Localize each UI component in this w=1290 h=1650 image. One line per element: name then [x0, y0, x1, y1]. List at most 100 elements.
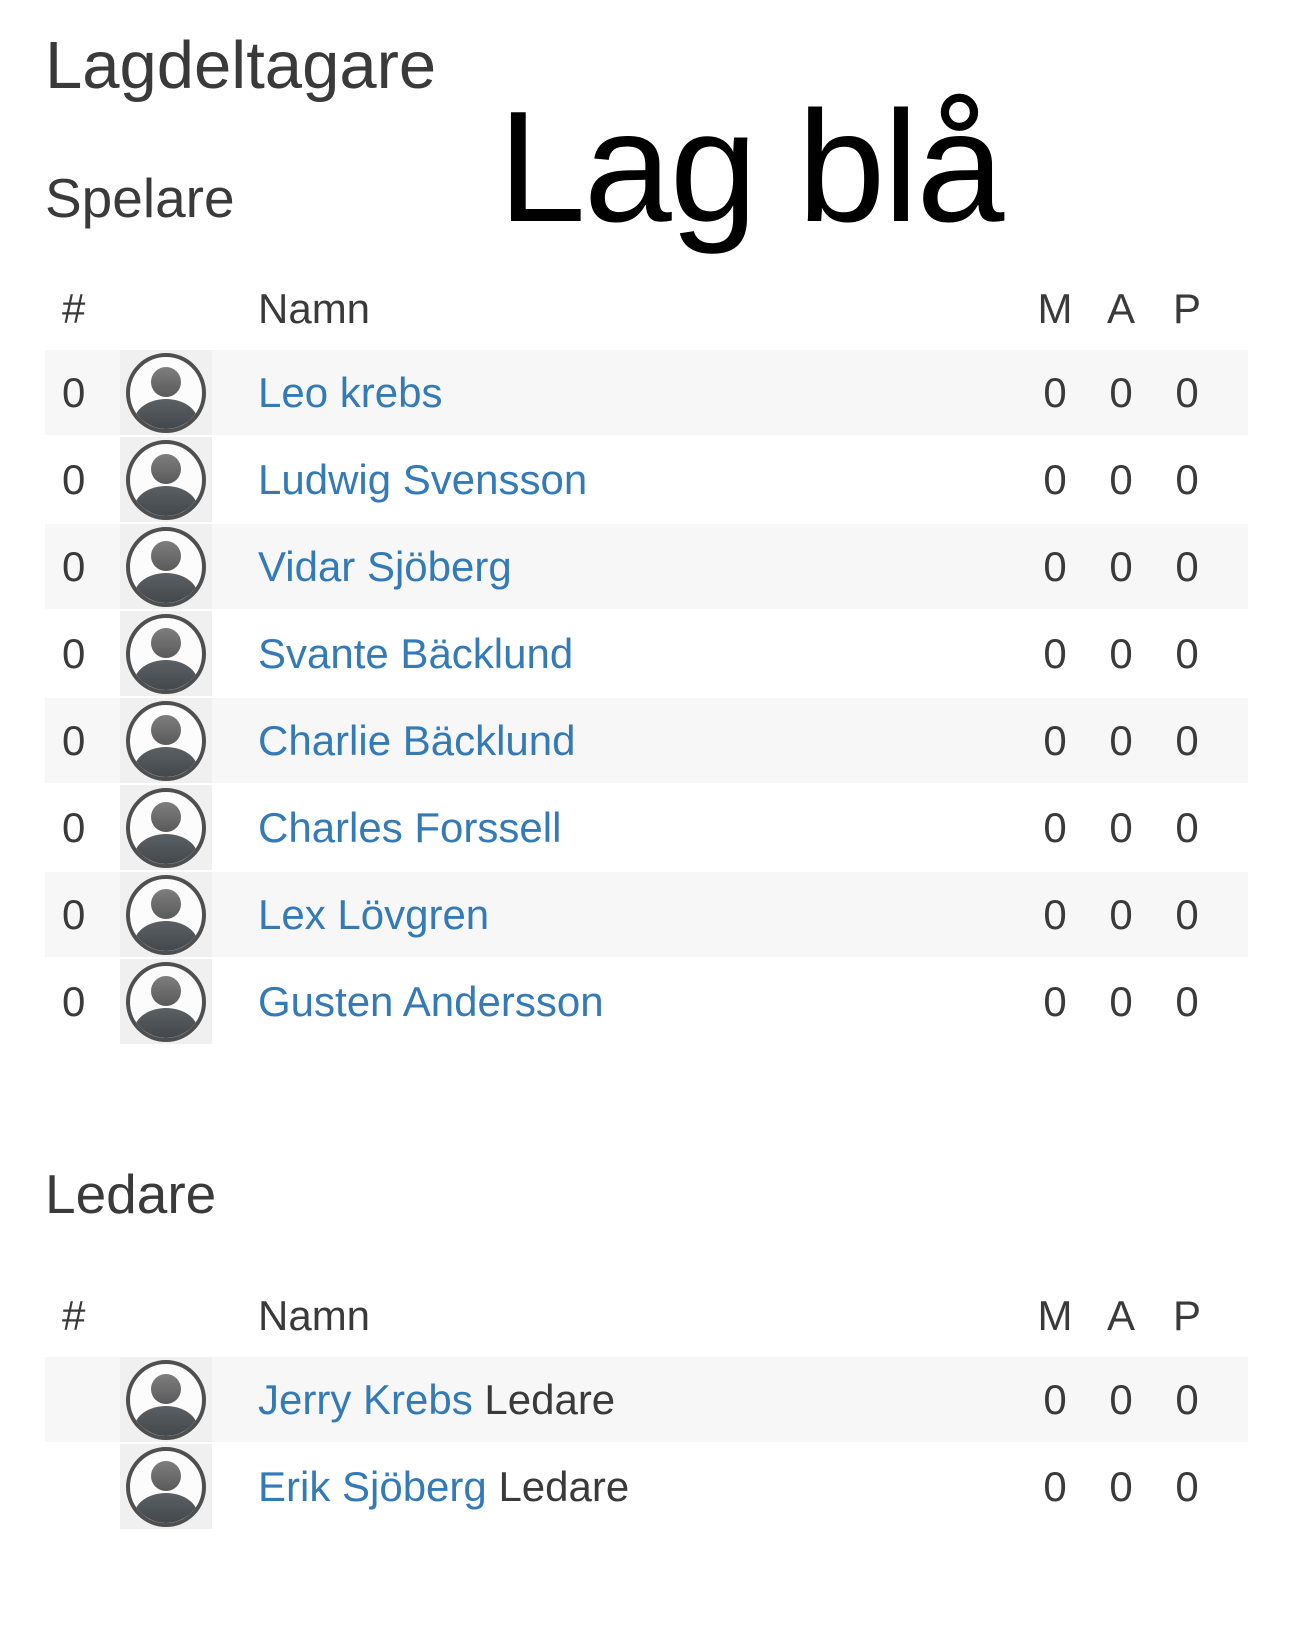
- player-row: 0 Charles Forssell 0 0 0: [45, 783, 1248, 870]
- player-name-link[interactable]: Leo krebs: [258, 368, 443, 416]
- stat-p: 0: [1175, 1462, 1199, 1510]
- column-header-avatar-spacer: [120, 1277, 212, 1355]
- player-name-link[interactable]: Lex Lövgren: [258, 890, 490, 938]
- column-header-p: P: [1172, 1292, 1201, 1339]
- avatar-cell: [120, 524, 212, 609]
- avatar-body-shape: [134, 485, 198, 516]
- stat-a: 0: [1109, 1462, 1133, 1510]
- stat-m: 0: [1043, 977, 1067, 1025]
- avatar-body-shape: [134, 659, 198, 690]
- stat-m: 0: [1043, 629, 1067, 677]
- player-name-cell: Vidar Sjöberg: [212, 543, 1022, 591]
- player-number: 0: [62, 890, 86, 938]
- person-circle-icon: [126, 1359, 206, 1440]
- players-table: # Namn M A P 0 Leo krebs 0 0 0 0 Ludwig …: [45, 270, 1248, 1044]
- player-name-cell: Charles Forssell: [212, 804, 1022, 852]
- player-number: 0: [62, 803, 86, 851]
- stat-m: 0: [1043, 1462, 1067, 1510]
- leader-role-label: Ledare: [484, 1375, 616, 1423]
- player-name-cell: Lex Lövgren: [212, 891, 1022, 939]
- person-circle-icon: [126, 613, 206, 694]
- player-row: 0 Leo krebs 0 0 0: [45, 348, 1248, 435]
- stat-m: 0: [1043, 368, 1067, 416]
- person-circle-icon: [126, 787, 206, 868]
- avatar-cell: [120, 611, 212, 696]
- column-header-p: P: [1172, 285, 1201, 332]
- leader-role-label: Ledare: [498, 1462, 630, 1510]
- avatar-body-shape: [134, 398, 198, 429]
- leader-row: Jerry Krebs Ledare 0 0 0: [45, 1355, 1248, 1442]
- avatar-cell: [120, 785, 212, 870]
- column-header-a: A: [1106, 285, 1135, 332]
- stat-p: 0: [1175, 890, 1199, 938]
- leader-name-cell: Jerry Krebs Ledare: [212, 1376, 1022, 1424]
- player-name-cell: Leo krebs: [212, 369, 1022, 417]
- leaders-section-heading: Ledare: [45, 1163, 217, 1225]
- player-number: 0: [62, 629, 86, 677]
- leader-row: Erik Sjöberg Ledare 0 0 0: [45, 1442, 1248, 1529]
- player-name-link[interactable]: Charlie Bäcklund: [258, 716, 576, 764]
- avatar-body-shape: [134, 833, 198, 864]
- player-number: 0: [62, 977, 86, 1025]
- avatar-cell: [120, 350, 212, 435]
- stat-m: 0: [1043, 890, 1067, 938]
- leaders-table: # Namn M A P Jerry Krebs Ledare 0 0 0: [45, 1277, 1248, 1529]
- player-number: 0: [62, 455, 86, 503]
- avatar-body-shape: [134, 920, 198, 951]
- person-circle-icon: [126, 961, 206, 1042]
- stat-a: 0: [1109, 629, 1133, 677]
- avatar-body-shape: [134, 1007, 198, 1038]
- avatar-head-shape: [151, 975, 181, 1006]
- stat-p: 0: [1175, 542, 1199, 590]
- person-circle-icon: [126, 874, 206, 955]
- avatar-body-shape: [134, 1492, 198, 1523]
- column-header-number: #: [62, 1292, 86, 1339]
- player-name-link[interactable]: Gusten Andersson: [258, 977, 604, 1025]
- avatar-body-shape: [134, 1405, 198, 1436]
- avatar-head-shape: [151, 366, 181, 397]
- avatar-cell: [120, 1357, 212, 1442]
- leader-name-link[interactable]: Jerry Krebs: [258, 1375, 473, 1423]
- team-title: Lag blå: [498, 79, 1004, 255]
- players-table-header: # Namn M A P: [45, 270, 1248, 348]
- column-header-name: Namn: [258, 1292, 371, 1339]
- avatar-head-shape: [151, 627, 181, 658]
- avatar-cell: [120, 437, 212, 522]
- leader-name-cell: Erik Sjöberg Ledare: [212, 1463, 1022, 1511]
- leader-name-link[interactable]: Erik Sjöberg: [258, 1462, 487, 1510]
- stat-a: 0: [1109, 455, 1133, 503]
- stat-m: 0: [1043, 803, 1067, 851]
- column-header-a: A: [1106, 1292, 1135, 1339]
- player-name-link[interactable]: Ludwig Svensson: [258, 455, 588, 503]
- player-row: 0 Svante Bäcklund 0 0 0: [45, 609, 1248, 696]
- stat-p: 0: [1175, 1375, 1199, 1423]
- stat-a: 0: [1109, 542, 1133, 590]
- player-name-cell: Gusten Andersson: [212, 978, 1022, 1026]
- player-row: 0 Charlie Bäcklund 0 0 0: [45, 696, 1248, 783]
- player-row: 0 Lex Lövgren 0 0 0: [45, 870, 1248, 957]
- column-header-m: M: [1037, 285, 1073, 332]
- player-name-link[interactable]: Vidar Sjöberg: [258, 542, 512, 590]
- stat-p: 0: [1175, 716, 1199, 764]
- stat-a: 0: [1109, 1375, 1133, 1423]
- column-header-number: #: [62, 285, 86, 332]
- leaders-table-header: # Namn M A P: [45, 1277, 1248, 1355]
- stat-p: 0: [1175, 629, 1199, 677]
- avatar-head-shape: [151, 453, 181, 484]
- column-header-avatar-spacer: [120, 270, 212, 348]
- avatar-head-shape: [151, 540, 181, 571]
- stat-m: 0: [1043, 542, 1067, 590]
- stat-a: 0: [1109, 716, 1133, 764]
- avatar-head-shape: [151, 801, 181, 832]
- page-title: Lagdeltagare: [45, 28, 437, 103]
- person-circle-icon: [126, 439, 206, 520]
- stat-a: 0: [1109, 977, 1133, 1025]
- stat-a: 0: [1109, 368, 1133, 416]
- player-name-link[interactable]: Svante Bäcklund: [258, 629, 574, 677]
- player-row: 0 Ludwig Svensson 0 0 0: [45, 435, 1248, 522]
- stat-m: 0: [1043, 1375, 1067, 1423]
- stat-m: 0: [1043, 716, 1067, 764]
- avatar-cell: [120, 872, 212, 957]
- column-header-m: M: [1037, 1292, 1073, 1339]
- player-name-link[interactable]: Charles Forssell: [258, 803, 562, 851]
